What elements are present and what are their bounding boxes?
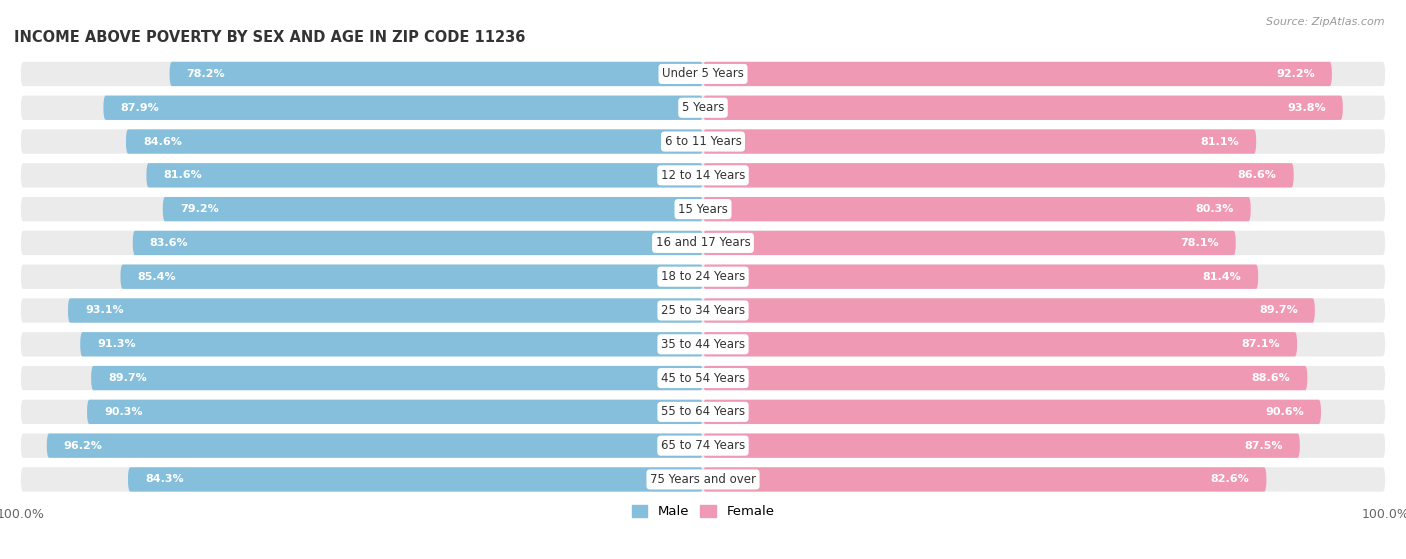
FancyBboxPatch shape	[21, 299, 1385, 323]
Text: INCOME ABOVE POVERTY BY SEX AND AGE IN ZIP CODE 11236: INCOME ABOVE POVERTY BY SEX AND AGE IN Z…	[14, 30, 526, 45]
FancyBboxPatch shape	[703, 62, 1331, 86]
Text: 84.6%: 84.6%	[143, 136, 181, 146]
Text: 78.1%: 78.1%	[1180, 238, 1219, 248]
Text: 87.1%: 87.1%	[1241, 339, 1279, 349]
Text: 87.5%: 87.5%	[1244, 440, 1282, 451]
Text: 25 to 34 Years: 25 to 34 Years	[661, 304, 745, 317]
Text: 90.6%: 90.6%	[1265, 407, 1303, 417]
Text: 35 to 44 Years: 35 to 44 Years	[661, 338, 745, 351]
Text: 90.3%: 90.3%	[104, 407, 142, 417]
FancyBboxPatch shape	[67, 299, 703, 323]
Text: 83.6%: 83.6%	[150, 238, 188, 248]
Text: 89.7%: 89.7%	[1258, 306, 1298, 315]
Text: Under 5 Years: Under 5 Years	[662, 68, 744, 80]
Text: 12 to 14 Years: 12 to 14 Years	[661, 169, 745, 182]
FancyBboxPatch shape	[87, 400, 703, 424]
Text: 82.6%: 82.6%	[1211, 475, 1250, 485]
Text: 75 Years and over: 75 Years and over	[650, 473, 756, 486]
FancyBboxPatch shape	[121, 264, 703, 289]
FancyBboxPatch shape	[703, 96, 1343, 120]
FancyBboxPatch shape	[132, 231, 703, 255]
Text: 45 to 54 Years: 45 to 54 Years	[661, 372, 745, 385]
Text: 87.9%: 87.9%	[121, 103, 159, 113]
Text: 5 Years: 5 Years	[682, 101, 724, 114]
FancyBboxPatch shape	[21, 433, 1385, 458]
FancyBboxPatch shape	[21, 231, 1385, 255]
FancyBboxPatch shape	[46, 433, 703, 458]
FancyBboxPatch shape	[21, 366, 1385, 390]
Text: 15 Years: 15 Years	[678, 202, 728, 216]
Text: 88.6%: 88.6%	[1251, 373, 1291, 383]
FancyBboxPatch shape	[703, 433, 1301, 458]
FancyBboxPatch shape	[703, 366, 1308, 390]
FancyBboxPatch shape	[128, 467, 703, 491]
Text: 81.4%: 81.4%	[1202, 272, 1241, 282]
Text: 65 to 74 Years: 65 to 74 Years	[661, 439, 745, 452]
Text: 85.4%: 85.4%	[138, 272, 176, 282]
FancyBboxPatch shape	[703, 299, 1315, 323]
FancyBboxPatch shape	[21, 129, 1385, 154]
FancyBboxPatch shape	[21, 62, 1385, 86]
Text: 6 to 11 Years: 6 to 11 Years	[665, 135, 741, 148]
FancyBboxPatch shape	[146, 163, 703, 187]
FancyBboxPatch shape	[21, 264, 1385, 289]
Text: 79.2%: 79.2%	[180, 204, 218, 214]
FancyBboxPatch shape	[21, 332, 1385, 357]
FancyBboxPatch shape	[703, 197, 1251, 221]
FancyBboxPatch shape	[703, 332, 1298, 357]
FancyBboxPatch shape	[21, 163, 1385, 187]
Text: 91.3%: 91.3%	[97, 339, 136, 349]
FancyBboxPatch shape	[703, 129, 1256, 154]
FancyBboxPatch shape	[703, 163, 1294, 187]
Text: 78.2%: 78.2%	[187, 69, 225, 79]
Text: 96.2%: 96.2%	[63, 440, 103, 451]
Legend: Male, Female: Male, Female	[626, 500, 780, 524]
FancyBboxPatch shape	[21, 96, 1385, 120]
FancyBboxPatch shape	[21, 197, 1385, 221]
Text: 18 to 24 Years: 18 to 24 Years	[661, 270, 745, 283]
FancyBboxPatch shape	[703, 231, 1236, 255]
Text: 84.3%: 84.3%	[145, 475, 184, 485]
FancyBboxPatch shape	[170, 62, 703, 86]
Text: 55 to 64 Years: 55 to 64 Years	[661, 405, 745, 418]
Text: 89.7%: 89.7%	[108, 373, 148, 383]
FancyBboxPatch shape	[80, 332, 703, 357]
FancyBboxPatch shape	[163, 197, 703, 221]
FancyBboxPatch shape	[21, 467, 1385, 491]
Text: 93.8%: 93.8%	[1286, 103, 1326, 113]
Text: 93.1%: 93.1%	[84, 306, 124, 315]
Text: 92.2%: 92.2%	[1277, 69, 1315, 79]
Text: 81.6%: 81.6%	[163, 170, 202, 181]
Text: 16 and 17 Years: 16 and 17 Years	[655, 236, 751, 249]
FancyBboxPatch shape	[21, 400, 1385, 424]
Text: Source: ZipAtlas.com: Source: ZipAtlas.com	[1267, 17, 1385, 27]
FancyBboxPatch shape	[127, 129, 703, 154]
Text: 80.3%: 80.3%	[1195, 204, 1233, 214]
Text: 81.1%: 81.1%	[1201, 136, 1239, 146]
FancyBboxPatch shape	[703, 264, 1258, 289]
FancyBboxPatch shape	[104, 96, 703, 120]
FancyBboxPatch shape	[703, 467, 1267, 491]
Text: 86.6%: 86.6%	[1237, 170, 1277, 181]
FancyBboxPatch shape	[91, 366, 703, 390]
FancyBboxPatch shape	[703, 400, 1322, 424]
